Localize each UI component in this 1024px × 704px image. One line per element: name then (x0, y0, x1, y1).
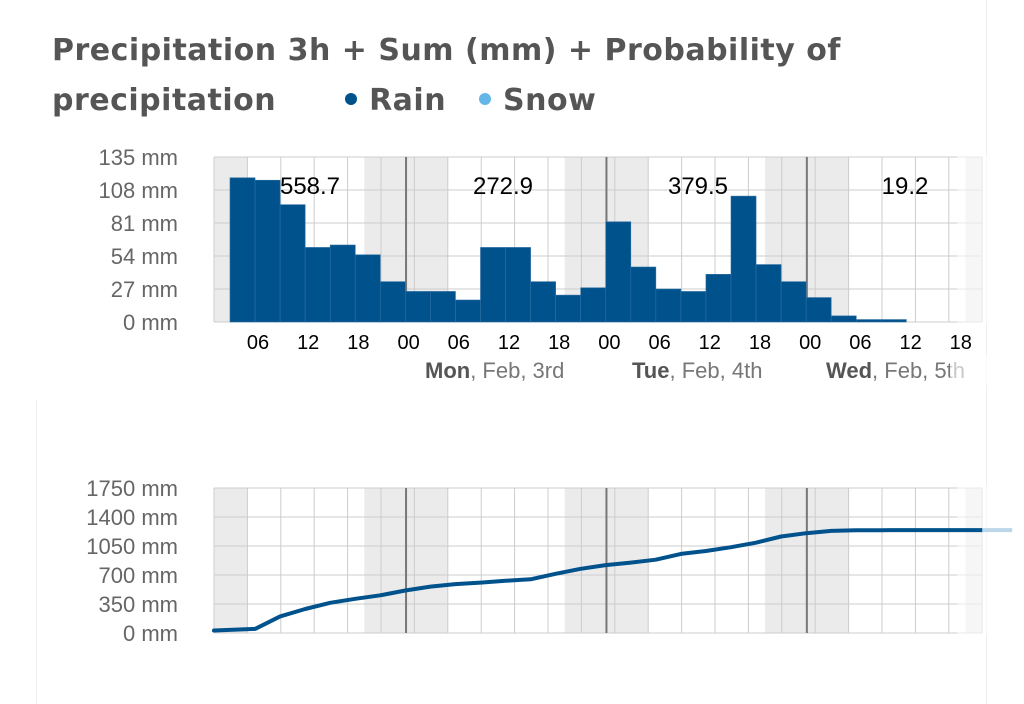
rain-bar (229, 177, 256, 323)
rain-bar (780, 281, 807, 323)
daily-sum-label: 272.9 (473, 173, 533, 200)
sum-line (212, 528, 984, 633)
rain-bar (880, 319, 907, 323)
legend: Rain Snow (345, 76, 618, 126)
snow-dot-icon (479, 92, 492, 105)
bar-chart-fade (957, 155, 998, 324)
bar-x-tick-label: 00 (598, 332, 620, 354)
rain-bar (304, 247, 331, 323)
sum-y-tick-label: 1750 mm (86, 476, 178, 501)
sum-y-tick-label: 1400 mm (86, 505, 178, 530)
daily-sum-label: 558.7 (280, 173, 340, 200)
rain-bar (279, 204, 306, 323)
rain-bar (705, 274, 732, 323)
daily-sum-label: 19.2 (882, 173, 929, 200)
legend-item-snow[interactable]: Snow (479, 76, 596, 126)
bar-x-tick-label: 12 (498, 332, 520, 354)
bar-y-tick-label: 27 mm (111, 277, 178, 302)
bar-x-tick-label: 18 (950, 332, 972, 354)
day-label: Wed, Feb, 5th (826, 358, 965, 383)
daily-sum-label: 379.5 (668, 173, 728, 200)
bar-x-tick-label: 18 (347, 332, 369, 354)
bar-x-tick-label: 18 (548, 332, 570, 354)
sum-y-tick-label: 0 mm (123, 621, 178, 646)
rain-bar (580, 287, 607, 323)
card-divider (36, 400, 37, 704)
bar-x-tick-label: 06 (247, 332, 269, 354)
rain-bar (405, 291, 431, 323)
title-line-2: precipitation (52, 83, 277, 118)
sum-y-tick-label: 1050 mm (86, 534, 178, 559)
rain-bar (730, 195, 757, 323)
rain-bar (254, 179, 281, 323)
day-label: Tue, Feb, 4th (632, 358, 762, 383)
sum-y-tick-label: 700 mm (99, 563, 178, 588)
rain-bar (430, 291, 456, 323)
rain-bar (630, 266, 657, 323)
rain-bar (855, 319, 882, 323)
rain-bar (655, 288, 682, 323)
sum-chart-fade (957, 486, 998, 635)
bar-y-tick-label: 54 mm (111, 244, 178, 269)
rain-bar (505, 247, 531, 323)
chart-title: Precipitation 3h + Sum (mm) + Probabilit… (52, 26, 932, 126)
legend-item-rain[interactable]: Rain (345, 76, 446, 126)
bar-x-tick-label: 12 (699, 332, 721, 354)
sum-chart-frame (213, 486, 998, 635)
bar-x-tick-label: 06 (448, 332, 470, 354)
bar-x-tick-label: 18 (749, 332, 771, 354)
rain-bar (605, 221, 632, 323)
day-label: Mon, Feb, 3rd (425, 358, 564, 383)
sum-chart-night-band (214, 488, 248, 633)
rain-dot-icon (345, 92, 358, 105)
bar-x-tick-label: 06 (849, 332, 871, 354)
rain-bar (354, 254, 381, 323)
bar-y-tick-label: 108 mm (99, 178, 178, 203)
rain-bar (555, 294, 582, 323)
rain-bar (805, 297, 832, 323)
rain-bar (379, 281, 406, 323)
rain-bar (455, 299, 481, 323)
rain-bar (680, 291, 707, 323)
bar-x-tick-label: 12 (899, 332, 921, 354)
rain-bar (755, 264, 782, 323)
bar-y-tick-label: 81 mm (111, 211, 178, 236)
bar-x-tick-label: 00 (397, 332, 419, 354)
bar-x-tick-label: 00 (799, 332, 821, 354)
rain-bar (830, 315, 857, 323)
title-line-1: Precipitation 3h + Sum (mm) + Probabilit… (52, 33, 841, 68)
bar-x-tick-label: 06 (648, 332, 670, 354)
sum-y-tick-label: 350 mm (99, 592, 178, 617)
day-label-fade (950, 355, 990, 385)
bar-y-tick-label: 135 mm (99, 145, 178, 170)
chart-card: Precipitation 3h + Sum (mm) + Probabilit… (36, 0, 987, 704)
rain-bar (329, 244, 356, 323)
bar-y-tick-label: 0 mm (123, 310, 178, 335)
rain-bar (480, 247, 506, 323)
bar-x-tick-label: 12 (297, 332, 319, 354)
rain-bar (530, 281, 556, 323)
